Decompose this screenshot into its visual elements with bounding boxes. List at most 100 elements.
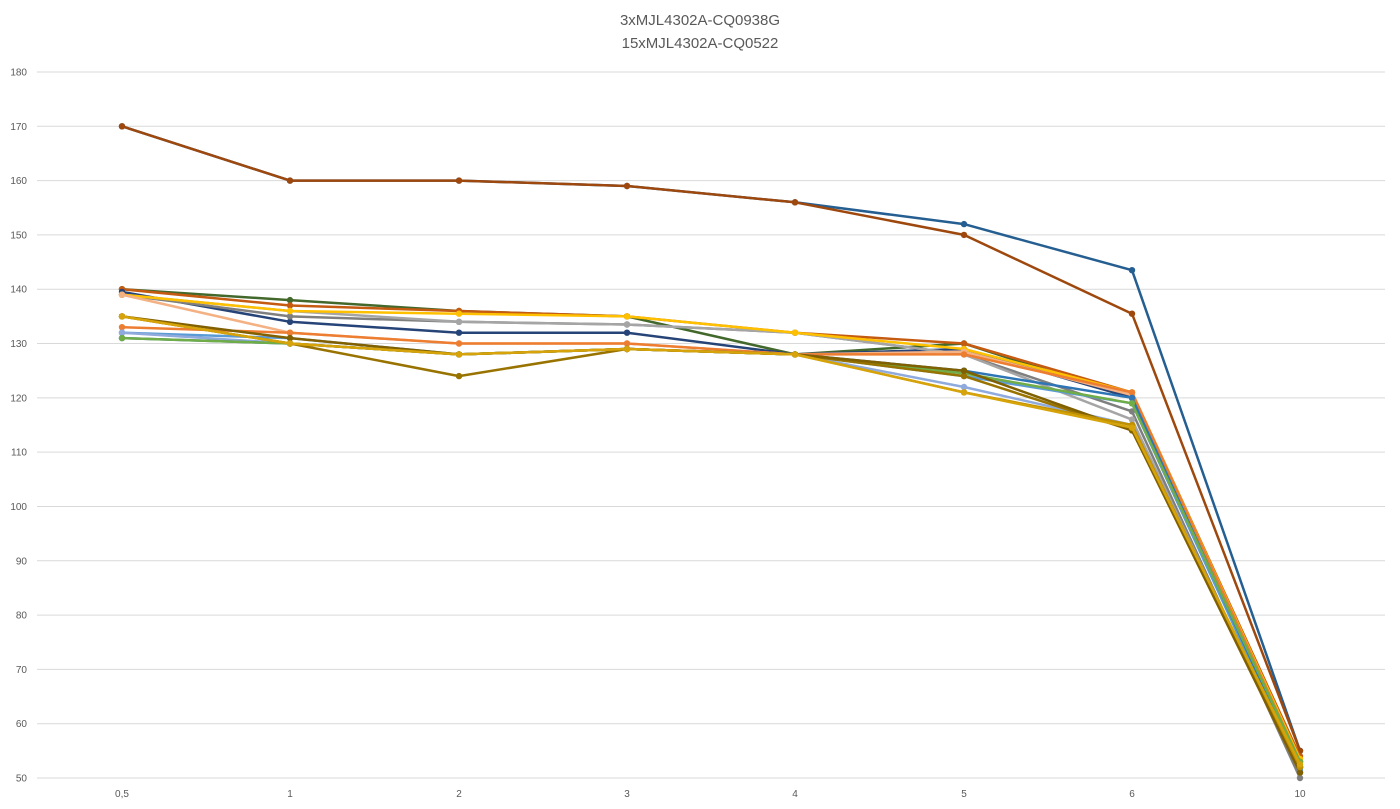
- data-point: [960, 220, 968, 228]
- x-tick-label: 4: [792, 789, 798, 800]
- series-line: [121, 315, 1302, 774]
- data-point: [286, 340, 294, 347]
- series-J: [118, 324, 1304, 765]
- x-tick-label: 10: [1294, 789, 1306, 800]
- data-point: [1128, 424, 1136, 431]
- series-line: [121, 293, 1302, 768]
- data-point: [455, 329, 463, 336]
- data-point: [286, 318, 294, 325]
- data-point: [455, 372, 463, 380]
- series-line: [121, 125, 1302, 752]
- y-tick-label: 90: [16, 556, 28, 567]
- data-point: [1128, 416, 1136, 423]
- data-point: [118, 334, 126, 342]
- y-tick-label: 80: [16, 611, 28, 622]
- data-point: [455, 318, 463, 325]
- data-point: [1128, 267, 1136, 274]
- series-G: [118, 291, 1304, 776]
- data-point: [960, 389, 968, 396]
- data-point: [1128, 310, 1136, 317]
- y-tick-label: 130: [10, 339, 27, 350]
- data-point: [286, 329, 294, 336]
- x-tick-label: 5: [961, 789, 967, 800]
- series-line: [121, 315, 1302, 768]
- series-D: [118, 286, 1304, 760]
- series-F: [118, 291, 1304, 782]
- data-point: [286, 177, 294, 184]
- series-line: [121, 293, 1302, 760]
- data-point: [286, 313, 294, 320]
- data-point: [118, 313, 126, 320]
- series-E: [118, 288, 1304, 771]
- y-tick-label: 160: [10, 176, 27, 187]
- series-line: [121, 293, 1302, 779]
- data-point: [1128, 389, 1136, 396]
- series-R: [118, 313, 1304, 768]
- series-line: [121, 287, 1302, 763]
- data-point: [286, 302, 294, 309]
- x-tick-label: 3: [624, 789, 630, 800]
- data-point: [118, 329, 126, 336]
- data-point: [623, 329, 631, 336]
- series-C: [118, 286, 1304, 765]
- series-line: [121, 325, 1302, 763]
- chart-title-line-1: 3xMJL4302A-CQ0938G: [619, 12, 781, 29]
- series-O: [118, 313, 1304, 771]
- y-tick-label: 110: [11, 448, 27, 459]
- series-B: [118, 123, 1304, 754]
- series-line: [121, 290, 1302, 768]
- y-tick-label: 60: [16, 719, 28, 730]
- series-P: [118, 313, 1304, 776]
- y-tick-label: 70: [16, 665, 28, 676]
- data-point: [1296, 774, 1304, 782]
- data-point: [118, 324, 126, 331]
- y-tick-label: 50: [16, 774, 28, 785]
- series-line: [121, 125, 1302, 752]
- y-tick-label: 100: [10, 502, 27, 513]
- y-tick-label: 140: [10, 285, 27, 296]
- data-point: [455, 351, 463, 358]
- y-tick-label: 150: [10, 230, 27, 241]
- data-point: [118, 123, 126, 130]
- series-I: [118, 291, 1304, 771]
- x-tick-label: 6: [1129, 789, 1135, 800]
- data-point: [791, 351, 799, 358]
- x-tick-label: 0,5: [115, 789, 129, 800]
- data-point: [623, 182, 631, 190]
- data-point: [118, 291, 126, 298]
- series-M: [118, 334, 1304, 771]
- data-point: [960, 367, 968, 374]
- series-A: [118, 123, 1304, 754]
- data-point: [960, 231, 968, 239]
- data-point: [960, 372, 968, 380]
- data-point: [1128, 408, 1136, 415]
- x-tick-label: 2: [456, 789, 462, 800]
- data-point: [791, 199, 799, 206]
- series-line: [121, 336, 1302, 763]
- data-point: [960, 351, 968, 358]
- series-line: [121, 331, 1302, 774]
- x-tick-label: 1: [287, 789, 293, 800]
- series-N: [118, 334, 1304, 765]
- data-point: [286, 334, 294, 342]
- data-point: [455, 177, 463, 184]
- data-point: [623, 321, 631, 328]
- data-point: [791, 329, 799, 336]
- series-line: [121, 287, 1302, 757]
- y-tick-label: 170: [10, 122, 27, 133]
- data-point: [1128, 394, 1136, 401]
- series-line: [121, 293, 1302, 774]
- chart-title-line-2: 15xMJL4302A-CQ0522: [621, 35, 779, 52]
- data-point: [1296, 761, 1304, 768]
- series-H: [118, 291, 1304, 763]
- y-tick-label: 120: [10, 393, 27, 404]
- data-point: [455, 310, 463, 317]
- data-point: [960, 383, 968, 391]
- data-point: [960, 340, 968, 347]
- data-point: [623, 345, 631, 353]
- data-point: [455, 340, 463, 347]
- y-tick-label: 180: [10, 68, 27, 79]
- data-point: [286, 296, 294, 304]
